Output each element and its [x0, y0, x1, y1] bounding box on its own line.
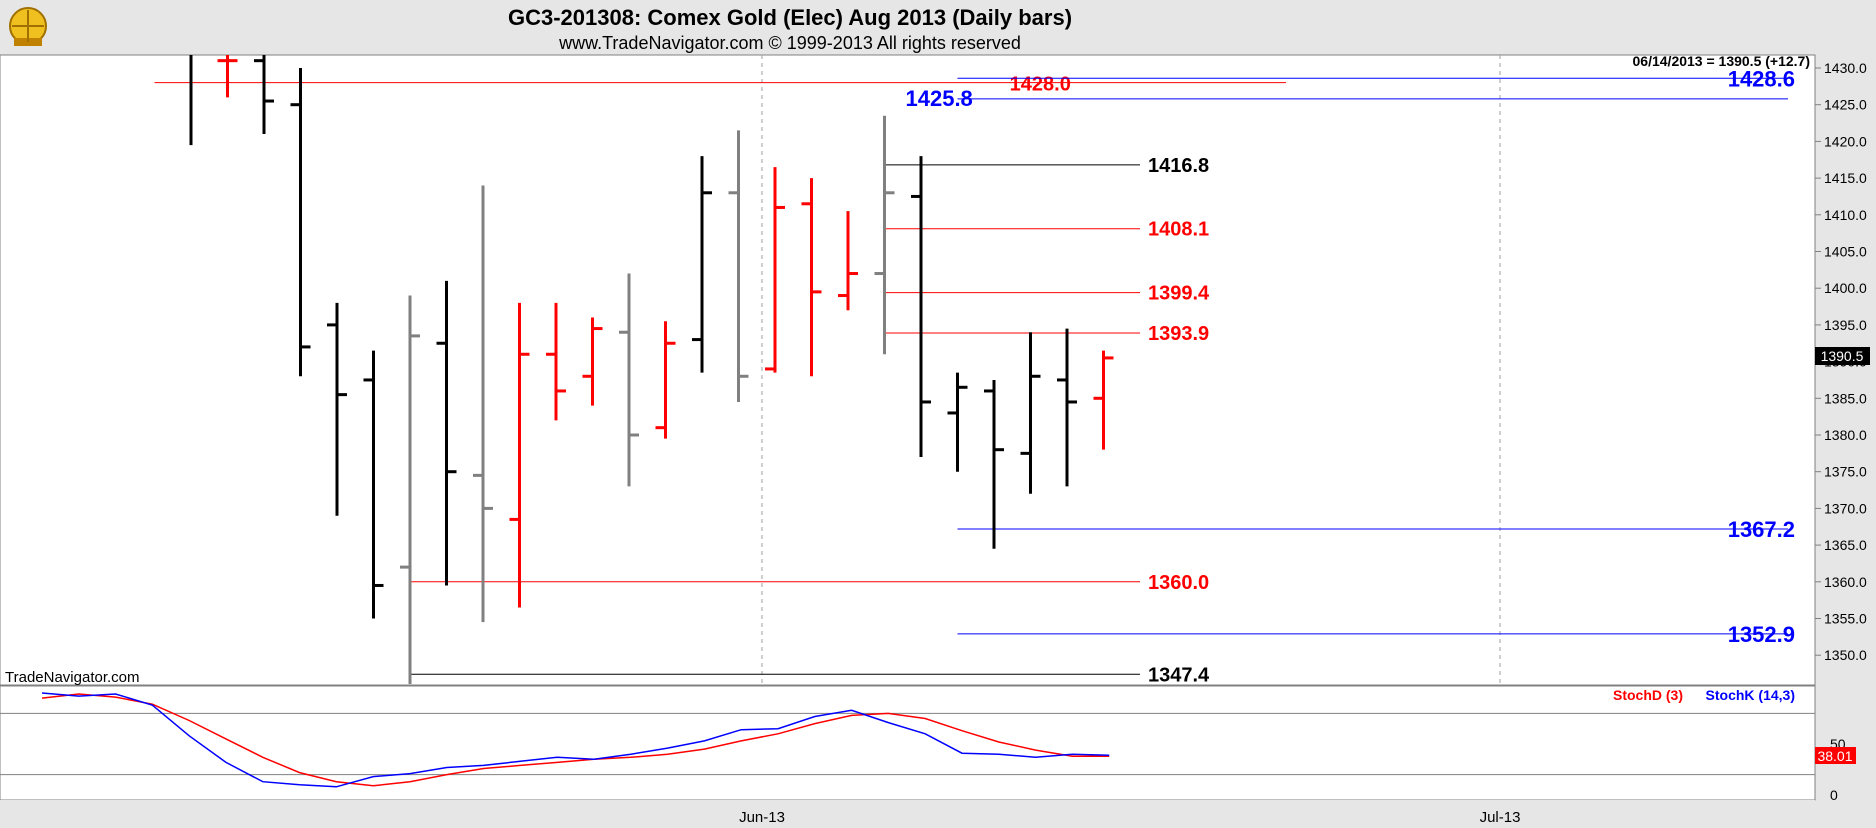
watermark: TradeNavigator.com [5, 669, 140, 686]
ohlc-bar [363, 350, 384, 619]
stochk-label: StochK (14,3) [1706, 687, 1795, 703]
y-tick-label: 1420.0 [1824, 133, 1867, 149]
last-info: 06/14/2013 = 1390.5 (+12.7) [1633, 53, 1810, 69]
ohlc-bar [692, 156, 712, 373]
y-tick-label: 1385.0 [1824, 390, 1867, 406]
x-axis-background [0, 800, 1815, 828]
level-label: 1347.4 [1148, 664, 1210, 686]
ohlc-bar [874, 115, 895, 355]
ohlc-bar [984, 379, 1004, 549]
stoch-tick-label: 0 [1830, 787, 1838, 803]
ohlc-bar [838, 211, 858, 311]
level-label: 1428.6 [1728, 66, 1795, 91]
level-label: 1416.8 [1148, 155, 1209, 177]
ohlc-bar [1093, 350, 1114, 450]
ohlc-bar [619, 273, 639, 487]
x-label-jun: Jun-13 [739, 809, 785, 826]
stoch-series-line [41, 692, 1110, 788]
stoch-panel [0, 685, 1816, 801]
ohlc-bar [655, 321, 676, 439]
ohlc-bar [1057, 328, 1077, 487]
ohlc-bar [290, 68, 311, 377]
y-tick-label: 1410.0 [1824, 207, 1867, 223]
y-tick-label: 1365.0 [1824, 537, 1867, 553]
ohlc-bar [400, 295, 420, 684]
stoch-lines: 050 [0, 692, 1846, 803]
level-label: 1367.2 [1728, 517, 1795, 542]
y-tick-label: 1430.0 [1824, 60, 1867, 76]
ohlc-bar [436, 280, 457, 586]
level-label: 1399.4 [1148, 283, 1210, 305]
price-axis-background [1815, 55, 1876, 828]
header-background [0, 0, 1876, 55]
level-label: 1352.9 [1728, 622, 1795, 647]
ohlc-bar [217, 55, 238, 98]
ohlc-bar [911, 156, 931, 458]
ohlc-bar [327, 302, 347, 516]
ohlc-bar [801, 178, 822, 377]
level-label: 1360.0 [1148, 572, 1209, 594]
ohlc-bar [254, 55, 274, 135]
last-price-tag: 1390.5 [1821, 348, 1864, 364]
price-panel [0, 54, 1816, 686]
y-tick-label: 1370.0 [1824, 500, 1867, 516]
y-tick-label: 1400.0 [1824, 280, 1867, 296]
stoch-last-tag: 38.01 [1817, 748, 1852, 764]
level-label: 1425.8 [906, 86, 973, 111]
x-label-jul: Jul-13 [1480, 809, 1521, 826]
ohlc-bar [473, 185, 493, 623]
stoch-last-tag-box [1815, 747, 1856, 764]
y-tick-label: 1350.0 [1824, 647, 1867, 663]
chart-title: GC3-201308: Comex Gold (Elec) Aug 2013 (… [508, 5, 1072, 30]
ohlc-bar [1020, 332, 1041, 494]
stochd-label: StochD (3) [1613, 687, 1683, 703]
ohlc-bar [509, 302, 530, 608]
y-tick-label: 1360.0 [1824, 574, 1867, 590]
y-tick-label: 1375.0 [1824, 464, 1867, 480]
y-tick-label: 1425.0 [1824, 97, 1867, 113]
ohlc-bar [728, 130, 749, 402]
level-lines: 1428.0 1428.6 1425.8 1416.8 1408.1 1399.4 1393… [154, 66, 1795, 686]
chart-subtitle: www.TradeNavigator.com © 1999-2013 All r… [558, 33, 1021, 53]
level-label: 1428.0 [1010, 74, 1071, 96]
trade-navigator-logo [9, 7, 47, 46]
y-tick-label: 1415.0 [1824, 170, 1867, 186]
y-tick-label: 1405.0 [1824, 244, 1867, 260]
price-bars [189, 55, 1114, 684]
level-label: 1408.1 [1148, 219, 1209, 241]
ohlc-bar [947, 372, 968, 472]
level-label: 1393.9 [1148, 323, 1209, 345]
stoch-series-line [41, 693, 1110, 787]
y-tick-label: 1395.0 [1824, 317, 1867, 333]
ohlc-bar [546, 302, 566, 421]
ohlc-bar [765, 167, 785, 373]
y-tick-label: 1380.0 [1824, 427, 1867, 443]
y-tick-label: 1355.0 [1824, 611, 1867, 627]
ohlc-bar [582, 317, 603, 406]
last-price-tag-box [1815, 347, 1870, 365]
